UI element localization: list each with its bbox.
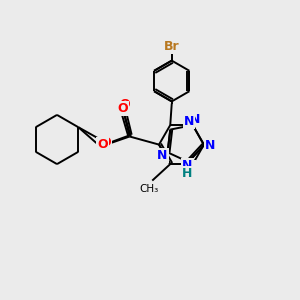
- Text: H: H: [182, 167, 193, 180]
- Text: N: N: [205, 139, 215, 152]
- Text: Br: Br: [164, 40, 180, 53]
- Text: N: N: [184, 115, 194, 128]
- Text: O: O: [100, 136, 111, 149]
- Text: O: O: [97, 137, 108, 151]
- Text: O: O: [119, 98, 130, 112]
- Text: N: N: [157, 149, 168, 162]
- Text: CH₃: CH₃: [139, 184, 158, 194]
- Text: N: N: [184, 161, 195, 174]
- Text: N: N: [182, 159, 193, 172]
- Text: O: O: [118, 102, 128, 115]
- Text: N: N: [190, 113, 200, 126]
